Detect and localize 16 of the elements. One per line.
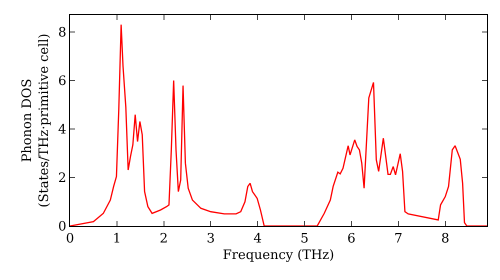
y-tick-label: 8 — [58, 26, 66, 41]
x-tick-label: 3 — [206, 232, 215, 247]
x-tick-label: 7 — [394, 232, 402, 247]
line-series — [70, 24, 487, 226]
x-tick-label: 8 — [441, 232, 450, 247]
y-tick-label: 2 — [58, 171, 66, 186]
x-tick-label: 6 — [347, 232, 356, 247]
y-axis-title: Phonon DOS (States/THz·primitive cell) — [20, 33, 52, 208]
x-axis-title: Frequency (THz) — [222, 248, 334, 264]
x-tick-label: 1 — [112, 232, 122, 247]
x-tick-label: 5 — [300, 232, 309, 247]
y-tick-label: 6 — [58, 74, 66, 90]
y-tick-label: 4 — [58, 122, 66, 138]
y-tick-label: 0 — [58, 220, 66, 235]
x-tick-label: 2 — [160, 232, 168, 247]
x-tick-label: 4 — [253, 232, 262, 247]
